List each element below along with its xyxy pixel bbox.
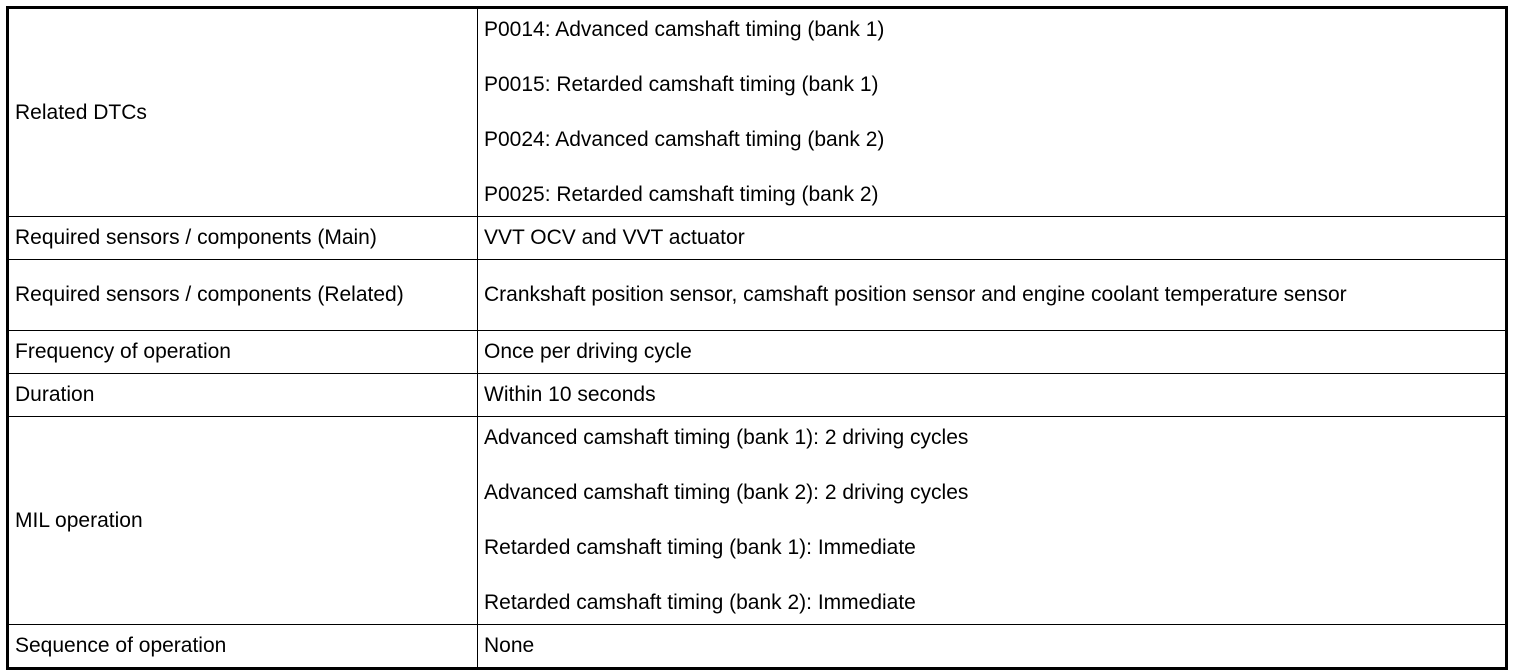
dtc-item: P0015: Retarded camshaft timing (bank 1) <box>484 73 879 96</box>
table-row-required-main: Required sensors / components (Main) VVT… <box>7 216 1507 260</box>
row-value: P0014: Advanced camshaft timing (bank 1)… <box>477 7 1507 217</box>
row-value: Crankshaft position sensor, camshaft pos… <box>477 259 1507 331</box>
row-label: MIL operation <box>7 416 478 625</box>
row-label: Related DTCs <box>7 7 478 217</box>
row-value: None <box>477 624 1507 669</box>
row-value: Once per driving cycle <box>477 330 1507 374</box>
row-label: Required sensors / components (Main) <box>7 216 478 260</box>
table-row-duration: Duration Within 10 seconds <box>7 373 1507 417</box>
table-body: Related DTCs P0014: Advanced camshaft ti… <box>7 7 1507 669</box>
table-row-mil-operation: MIL operation Advanced camshaft timing (… <box>7 416 1507 625</box>
mil-item: Advanced camshaft timing (bank 2): 2 dri… <box>484 481 969 504</box>
dtc-item: P0014: Advanced camshaft timing (bank 1) <box>484 18 885 41</box>
mil-item: Retarded camshaft timing (bank 1): Immed… <box>484 536 916 559</box>
row-label: Required sensors / components (Related) <box>7 259 478 331</box>
monitor-spec-table: Related DTCs P0014: Advanced camshaft ti… <box>6 6 1508 670</box>
row-label: Duration <box>7 373 478 417</box>
row-value: Advanced camshaft timing (bank 1): 2 dri… <box>477 416 1507 625</box>
row-label: Sequence of operation <box>7 624 478 669</box>
row-label: Frequency of operation <box>7 330 478 374</box>
table-row-sequence: Sequence of operation None <box>7 624 1507 669</box>
row-value: VVT OCV and VVT actuator <box>477 216 1507 260</box>
row-value: Within 10 seconds <box>477 373 1507 417</box>
mil-item: Advanced camshaft timing (bank 1): 2 dri… <box>484 426 969 449</box>
dtc-item: P0025: Retarded camshaft timing (bank 2) <box>484 183 879 206</box>
table-row-frequency: Frequency of operation Once per driving … <box>7 330 1507 374</box>
table-row-related-dtcs: Related DTCs P0014: Advanced camshaft ti… <box>7 7 1507 217</box>
table-row-required-related: Required sensors / components (Related) … <box>7 259 1507 331</box>
dtc-item: P0024: Advanced camshaft timing (bank 2) <box>484 128 885 151</box>
mil-item: Retarded camshaft timing (bank 2): Immed… <box>484 591 916 614</box>
